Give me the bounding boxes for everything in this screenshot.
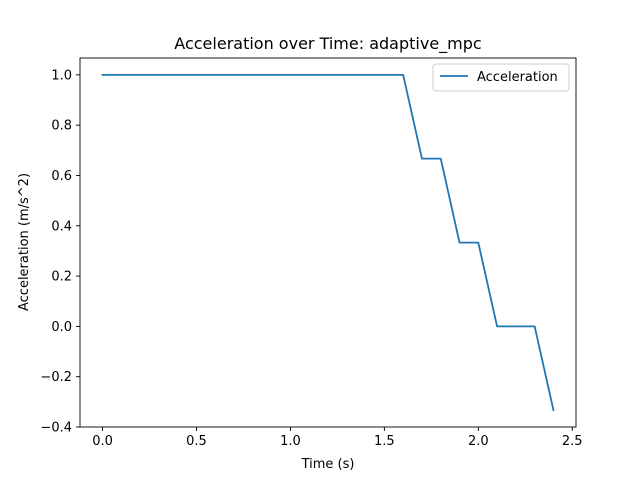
x-tick-label: 2.0 bbox=[468, 434, 489, 449]
x-axis-label: Time (s) bbox=[301, 457, 355, 472]
y-tick-label: 0.8 bbox=[51, 119, 72, 134]
legend-label-acceleration: Acceleration bbox=[477, 70, 558, 85]
x-tick-label: 0.0 bbox=[92, 434, 113, 449]
y-tick-label: 0.4 bbox=[51, 219, 72, 234]
x-tick-label: 2.5 bbox=[562, 434, 583, 449]
legend-box bbox=[432, 63, 570, 92]
y-tick-label: −0.4 bbox=[40, 421, 72, 436]
legend: Acceleration bbox=[432, 63, 570, 92]
y-axis-label: Acceleration (m/s^2) bbox=[17, 173, 32, 311]
y-axis-ticks: −0.4 −0.2 0.0 0.2 0.4 0.6 0.8 1.0 bbox=[40, 68, 80, 436]
plot-area bbox=[79, 57, 577, 428]
y-tick-label: −0.2 bbox=[40, 370, 72, 385]
series-layer bbox=[101, 73, 555, 412]
y-tick-label: 0.0 bbox=[51, 320, 72, 335]
x-tick-label: 1.0 bbox=[280, 434, 301, 449]
y-tick-label: 0.6 bbox=[51, 169, 72, 184]
y-tick-label: 1.0 bbox=[51, 68, 72, 83]
x-axis-ticks: 0.0 0.5 1.0 1.5 2.0 2.5 bbox=[92, 427, 583, 449]
x-tick-label: 0.5 bbox=[186, 434, 207, 449]
chart-title: Acceleration over Time: adaptive_mpc bbox=[174, 34, 481, 54]
x-tick-label: 1.5 bbox=[374, 434, 395, 449]
y-tick-label: 0.2 bbox=[51, 270, 72, 285]
series-line-acceleration bbox=[101, 73, 555, 412]
axes-frame bbox=[79, 57, 577, 428]
